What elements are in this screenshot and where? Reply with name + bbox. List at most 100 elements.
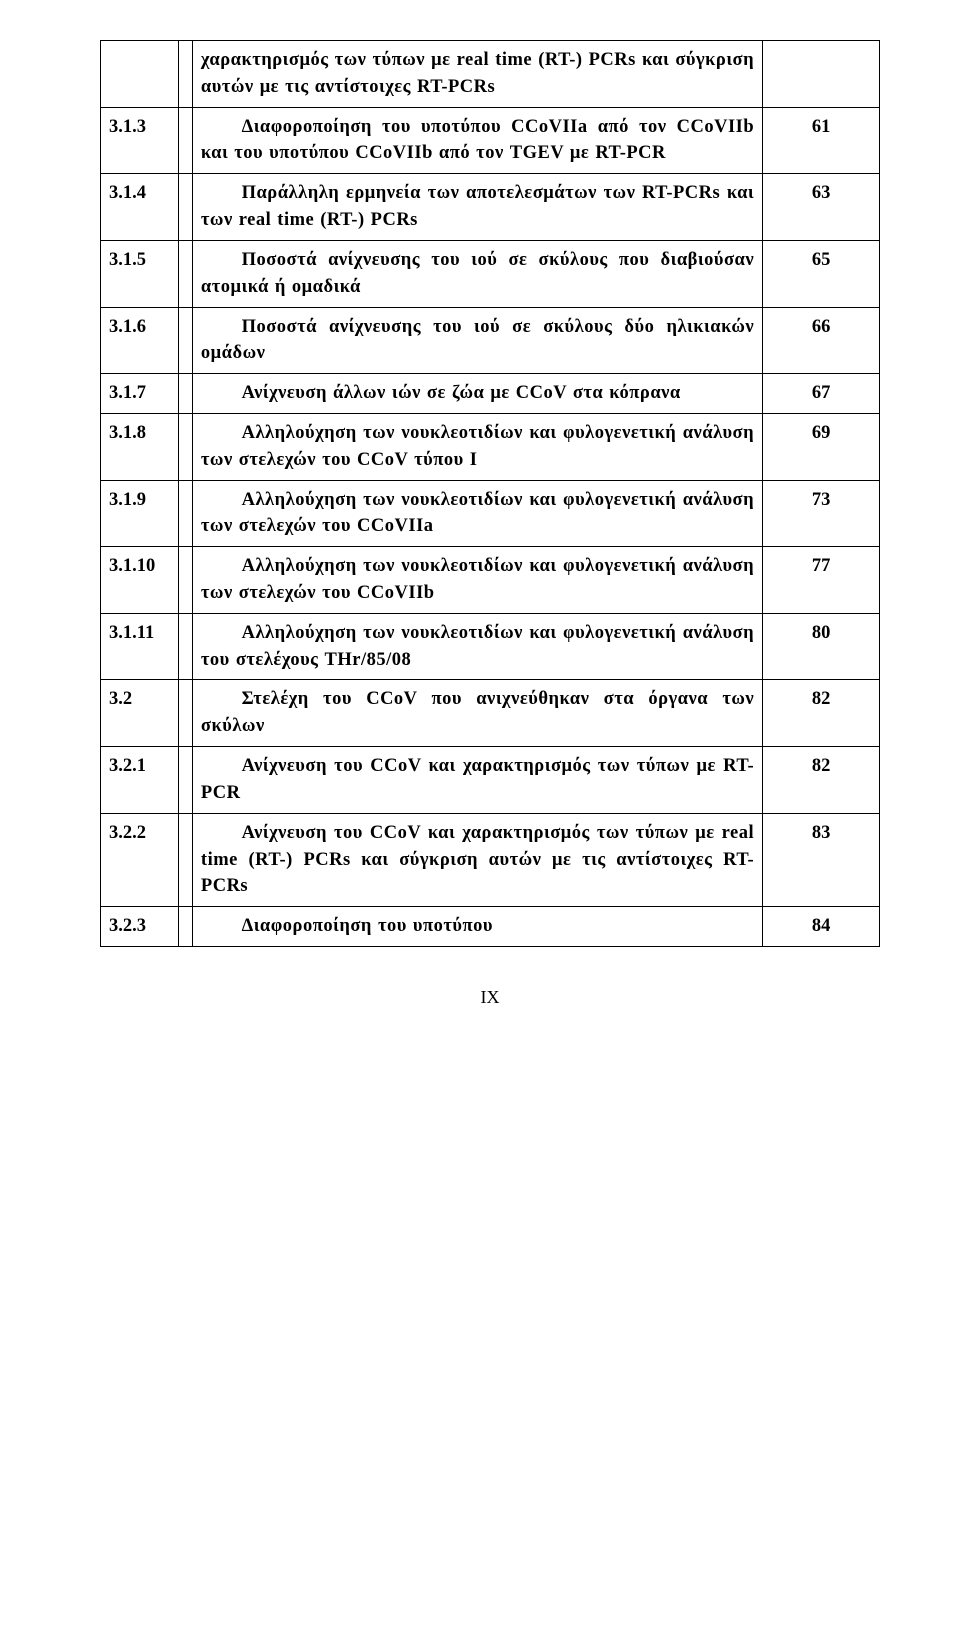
table-row: 3.1.5 Ποσοστά ανίχνευσης του ιού σε σκύλο…: [101, 240, 880, 307]
description-cell: χαρακτηρισμός των τύπων με real time (RT…: [192, 41, 762, 108]
section-description: Αλληλούχηση των νουκλεοτιδίων και φυλογε…: [201, 553, 754, 607]
description-cell: Αλληλούχηση των νουκλεοτιδίων και φυλογε…: [192, 613, 762, 680]
table-row: 3.1.9 Αλληλούχηση των νουκλεοτιδίων και φ…: [101, 480, 880, 547]
section-number-cell: 3.1.8: [101, 413, 179, 480]
page-number: 69: [812, 423, 831, 443]
section-number: 3.1.6: [109, 317, 146, 337]
page-number-cell: 80: [763, 613, 880, 680]
section-description: χαρακτηρισμός των τύπων με real time (RT…: [201, 47, 754, 101]
table-row: 3.2.3 Διαφοροποίηση του υποτύπου 84: [101, 907, 880, 947]
page-number-cell: 61: [763, 107, 880, 174]
page-number: 82: [812, 689, 831, 709]
gap-cell: [178, 240, 192, 307]
page-number: 61: [812, 117, 831, 137]
gap-cell: [178, 747, 192, 814]
section-number-cell: 3.2.1: [101, 747, 179, 814]
page-number-cell: 82: [763, 747, 880, 814]
page-number-roman: IX: [481, 987, 500, 1007]
toc-table: χαρακτηρισμός των τύπων με real time (RT…: [100, 40, 880, 947]
section-number-cell: 3.1.3: [101, 107, 179, 174]
section-number-cell: 3.1.4: [101, 174, 179, 241]
section-number: 3.1.7: [109, 383, 146, 403]
table-row: 3.1.8 Αλληλούχηση των νουκλεοτιδίων και φ…: [101, 413, 880, 480]
page-number-cell: 66: [763, 307, 880, 374]
page-footer: IX: [100, 987, 880, 1008]
section-number-cell: 3.2.2: [101, 813, 179, 906]
table-row: 3.2 Στελέχη του CCoV που ανιχνεύθηκαν στα…: [101, 680, 880, 747]
section-description: Ποσοστά ανίχνευσης του ιού σε σκύλους δύ…: [201, 314, 754, 368]
page-number: 67: [812, 383, 831, 403]
page-number-cell: 69: [763, 413, 880, 480]
section-number-cell: 3.2.3: [101, 907, 179, 947]
gap-cell: [178, 41, 192, 108]
page-number-cell: [763, 41, 880, 108]
section-description: Ποσοστά ανίχνευσης του ιού σε σκύλους πο…: [201, 247, 754, 301]
description-cell: Στελέχη του CCoV που ανιχνεύθηκαν στα όρ…: [192, 680, 762, 747]
gap-cell: [178, 813, 192, 906]
page-number-cell: 77: [763, 547, 880, 614]
page-number-cell: 65: [763, 240, 880, 307]
table-row: 3.1.4 Παράλληλη ερμηνεία των αποτελεσμάτω…: [101, 174, 880, 241]
page-number: 77: [812, 556, 831, 576]
description-cell: Αλληλούχηση των νουκλεοτιδίων και φυλογε…: [192, 547, 762, 614]
description-cell: Διαφοροποίηση του υποτύπου CCoVIIa από τ…: [192, 107, 762, 174]
section-description: Αλληλούχηση των νουκλεοτιδίων και φυλογε…: [201, 487, 754, 541]
gap-cell: [178, 107, 192, 174]
section-description: Αλληλούχηση των νουκλεοτιδίων και φυλογε…: [201, 620, 754, 674]
section-description: Στελέχη του CCoV που ανιχνεύθηκαν στα όρ…: [201, 686, 754, 740]
gap-cell: [178, 480, 192, 547]
table-row: 3.2.2 Ανίχνευση του CCoV και χαρακτηρισμό…: [101, 813, 880, 906]
section-number-cell: 3.2: [101, 680, 179, 747]
section-number: 3.2: [109, 689, 132, 709]
gap-cell: [178, 547, 192, 614]
section-description: Διαφοροποίηση του υποτύπου CCoVIIa από τ…: [201, 114, 754, 168]
description-cell: Ποσοστά ανίχνευσης του ιού σε σκύλους δύ…: [192, 307, 762, 374]
page-number: 84: [812, 916, 831, 936]
page-number: 80: [812, 623, 831, 643]
page-number-cell: 73: [763, 480, 880, 547]
section-number: 3.1.3: [109, 117, 146, 137]
section-number: 3.1.10: [109, 556, 155, 576]
table-row: χαρακτηρισμός των τύπων με real time (RT…: [101, 41, 880, 108]
table-row: 3.1.6 Ποσοστά ανίχνευσης του ιού σε σκύλο…: [101, 307, 880, 374]
section-number: 3.1.11: [109, 623, 154, 643]
gap-cell: [178, 174, 192, 241]
section-number: 3.2.2: [109, 823, 146, 843]
table-row: 3.1.10 Αλληλούχηση των νουκλεοτιδίων και …: [101, 547, 880, 614]
gap-cell: [178, 613, 192, 680]
page-number: 73: [812, 490, 831, 510]
section-description: Παράλληλη ερμηνεία των αποτελεσμάτων των…: [201, 180, 754, 234]
gap-cell: [178, 680, 192, 747]
section-description: Διαφοροποίηση του υποτύπου: [201, 913, 754, 940]
section-number: 3.1.4: [109, 183, 146, 203]
section-description: Ανίχνευση άλλων ιών σε ζώα με CCoV στα κ…: [201, 380, 754, 407]
description-cell: Ανίχνευση του CCoV και χαρακτηρισμός των…: [192, 747, 762, 814]
section-number-cell: 3.1.11: [101, 613, 179, 680]
gap-cell: [178, 413, 192, 480]
section-description: Ανίχνευση του CCoV και χαρακτηρισμός των…: [201, 753, 754, 807]
page-number-cell: 83: [763, 813, 880, 906]
table-row: 3.1.7 Ανίχνευση άλλων ιών σε ζώα με CCoV …: [101, 374, 880, 414]
page-number-cell: 67: [763, 374, 880, 414]
section-number: 3.1.5: [109, 250, 146, 270]
table-row: 3.2.1 Ανίχνευση του CCoV και χαρακτηρισμό…: [101, 747, 880, 814]
description-cell: Ανίχνευση άλλων ιών σε ζώα με CCoV στα κ…: [192, 374, 762, 414]
page-number: 82: [812, 756, 831, 776]
description-cell: Αλληλούχηση των νουκλεοτιδίων και φυλογε…: [192, 480, 762, 547]
description-cell: Ποσοστά ανίχνευσης του ιού σε σκύλους πο…: [192, 240, 762, 307]
page-number-cell: 82: [763, 680, 880, 747]
section-number-cell: 3.1.9: [101, 480, 179, 547]
page-number: 63: [812, 183, 831, 203]
description-cell: Αλληλούχηση των νουκλεοτιδίων και φυλογε…: [192, 413, 762, 480]
description-cell: Ανίχνευση του CCoV και χαρακτηρισμός των…: [192, 813, 762, 906]
section-number-cell: 3.1.6: [101, 307, 179, 374]
page-number-cell: 84: [763, 907, 880, 947]
section-number-cell: 3.1.5: [101, 240, 179, 307]
section-number-cell: 3.1.7: [101, 374, 179, 414]
gap-cell: [178, 374, 192, 414]
section-number-cell: [101, 41, 179, 108]
section-number: 3.1.8: [109, 423, 146, 443]
gap-cell: [178, 307, 192, 374]
section-description: Αλληλούχηση των νουκλεοτιδίων και φυλογε…: [201, 420, 754, 474]
page-number: 83: [812, 823, 831, 843]
